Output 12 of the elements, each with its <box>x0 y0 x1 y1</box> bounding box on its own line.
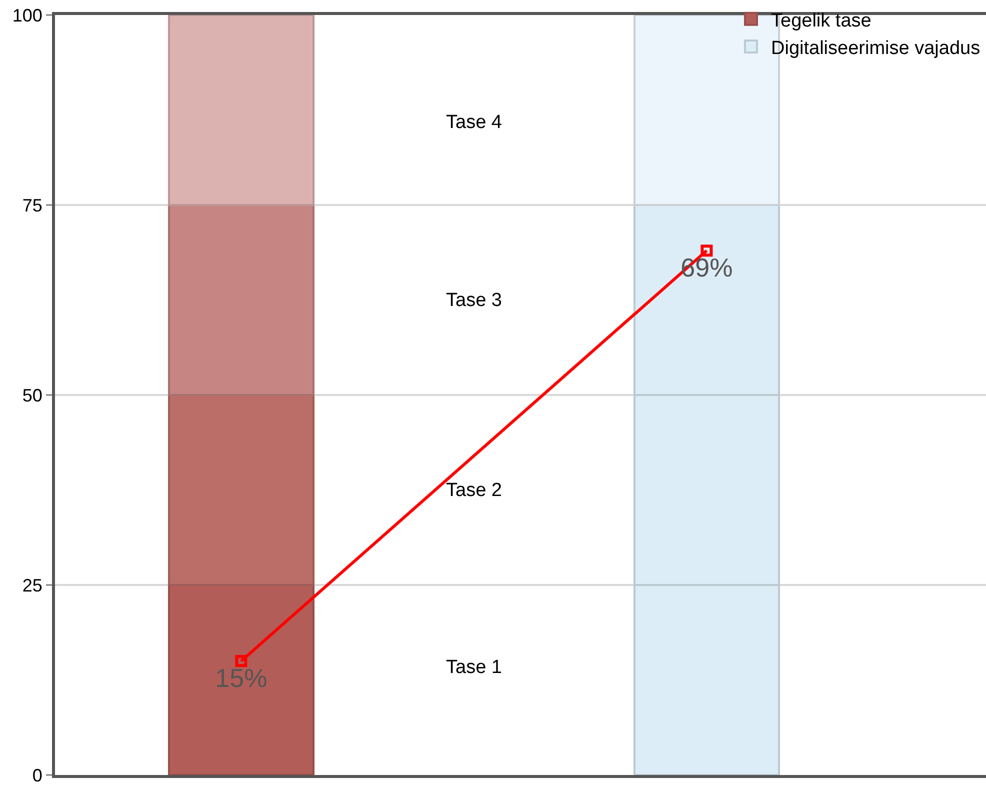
annotation: Tase 3 <box>446 290 502 311</box>
annotation: Tase 1 <box>446 657 502 678</box>
annotation: Tase 2 <box>446 480 502 501</box>
y-tick-label: 100 <box>12 5 42 26</box>
annotation: Tase 4 <box>446 112 502 133</box>
y-tick-label: 50 <box>22 385 42 406</box>
y-tick-label: 0 <box>32 765 42 786</box>
y-tick-label: 75 <box>22 195 42 216</box>
legend-label: Tegelik tase <box>771 10 872 32</box>
legend-label: Digitaliseerimise vajadus <box>771 38 980 59</box>
y-tick-label: 25 <box>22 575 42 596</box>
data-label: 15% <box>215 663 268 694</box>
